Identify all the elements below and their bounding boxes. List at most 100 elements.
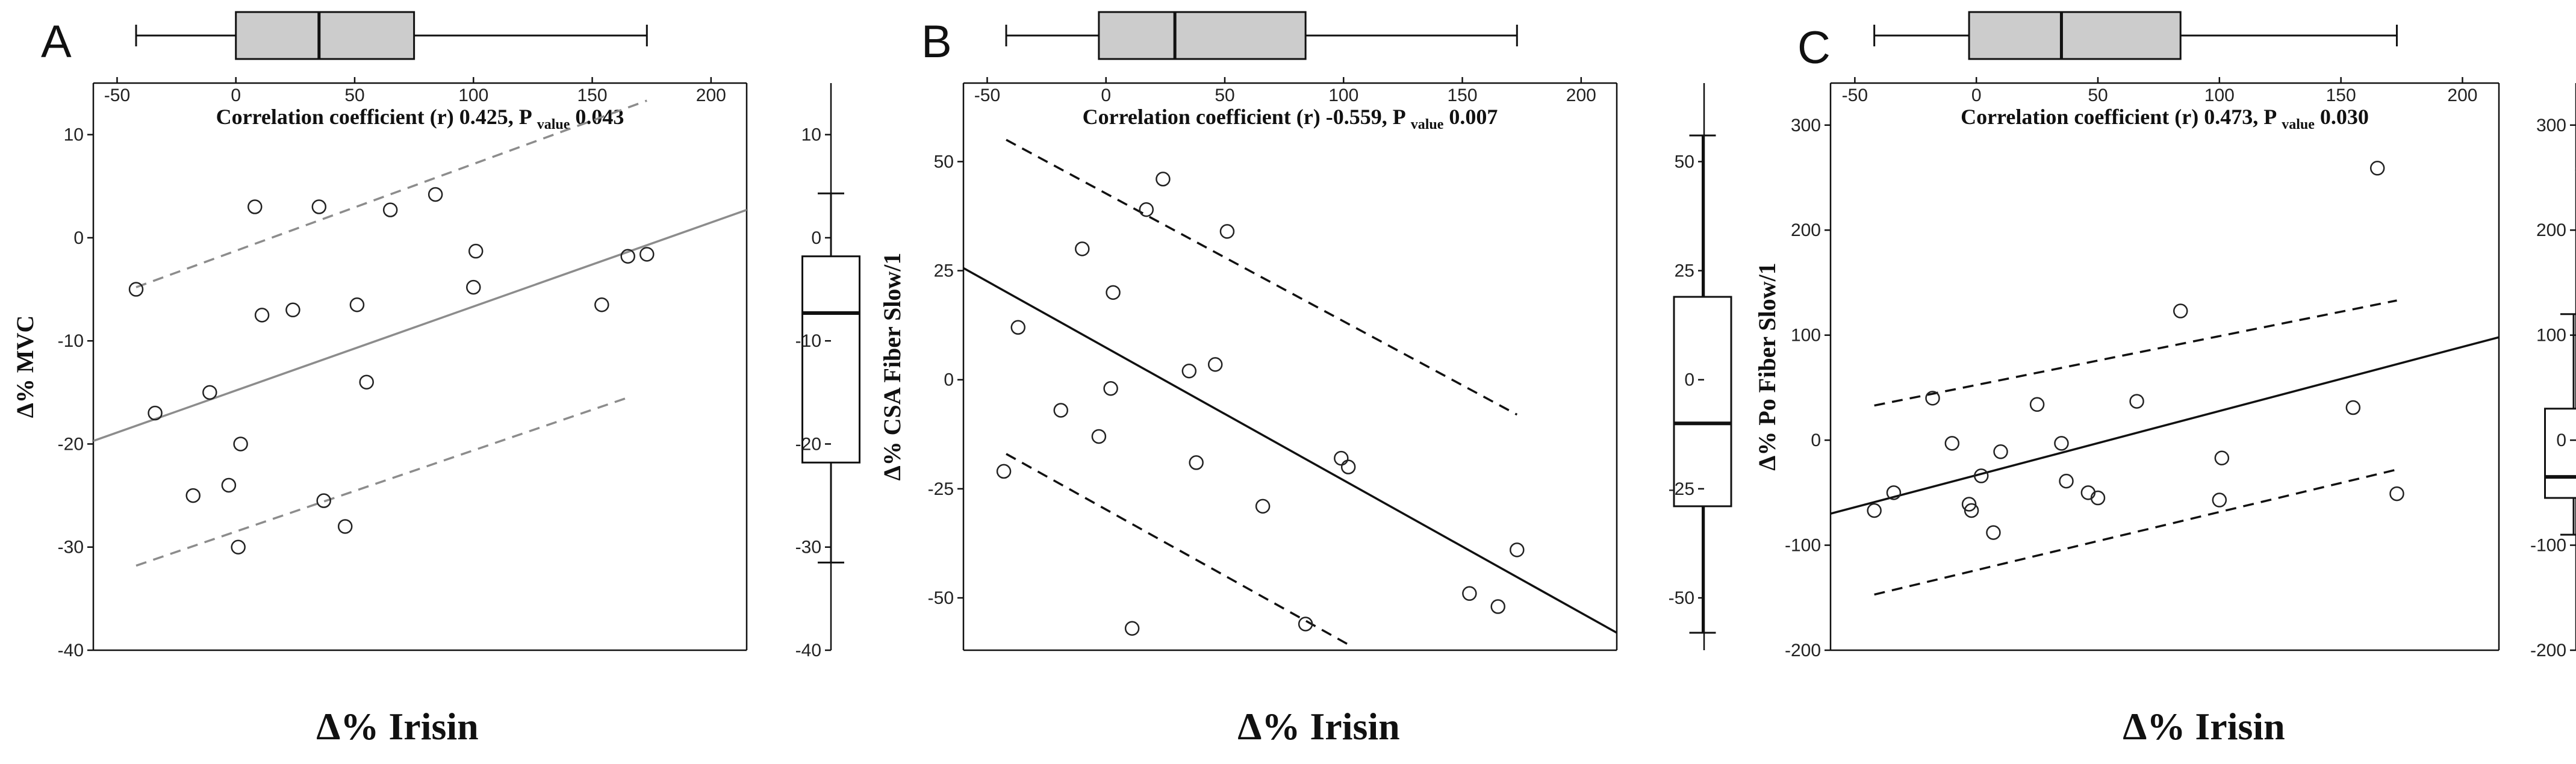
y-box-iqr — [1673, 296, 1732, 508]
data-point — [2369, 161, 2385, 176]
data-point — [316, 493, 331, 508]
x-tick-label: 100 — [2204, 85, 2235, 105]
y-boxplot — [801, 192, 860, 564]
data-point — [1925, 391, 1940, 406]
data-point — [2029, 397, 2045, 412]
correlation-suffix: 0.007 — [1443, 105, 1498, 129]
panel-label: B — [921, 16, 952, 67]
x-axis-label: Δ% Irisin — [2123, 705, 2285, 748]
ci-lower-line — [1874, 468, 2397, 596]
data-point — [247, 199, 263, 214]
x-tick-label: -50 — [104, 85, 130, 105]
y-tick-label: 50 — [934, 152, 954, 172]
correlation-sub: value — [1411, 117, 1444, 132]
data-point — [1219, 224, 1235, 239]
y-tick-label: 0 — [944, 370, 954, 390]
y-box-tick-label: -30 — [795, 538, 821, 557]
data-point — [2214, 450, 2230, 466]
x-boxplot — [135, 11, 648, 60]
x-axis-label: Δ% Irisin — [316, 705, 479, 748]
data-point — [1334, 450, 1349, 466]
x-tick-label: -50 — [974, 85, 1000, 105]
y-tick-label: -100 — [1785, 536, 1821, 556]
data-point — [349, 297, 365, 312]
data-point — [1181, 363, 1197, 379]
data-point — [2054, 436, 2069, 451]
data-point — [1207, 357, 1223, 372]
data-point — [2059, 473, 2074, 489]
y-axis-label: Δ% MVC — [11, 315, 39, 418]
y-tick-label: 0 — [1811, 430, 1821, 450]
data-point — [185, 488, 201, 503]
x-box-iqr — [1098, 11, 1307, 60]
correlation-annotation: Correlation coefficient (r) -0.559, P val… — [1083, 105, 1498, 132]
data-point — [1075, 241, 1090, 256]
data-point — [128, 282, 144, 297]
correlation-prefix: Correlation coefficient (r) -0.559, P — [1083, 105, 1406, 129]
y-box-tick-label: 0 — [811, 228, 821, 248]
correlation-annotation: Correlation coefficient (r) 0.473, P valu… — [1961, 105, 2369, 132]
y-box-tick-label: -10 — [795, 331, 821, 351]
x-tick-label: 50 — [344, 85, 364, 105]
y-tick-label: 200 — [1791, 220, 1821, 240]
data-point — [1091, 429, 1107, 444]
y-box-tick-label: 300 — [2536, 116, 2566, 135]
y-tick-label: -25 — [928, 479, 954, 499]
y-axis-label: Δ% CSA Fiber Slow/1 — [879, 253, 906, 481]
panel-label: C — [1797, 22, 1831, 73]
data-point — [2090, 490, 2106, 506]
x-tick-label: 200 — [2447, 85, 2477, 105]
data-point — [1156, 172, 1171, 187]
data-point — [468, 243, 484, 259]
x-tick-label: 150 — [1448, 85, 1478, 105]
x-tick-label: 0 — [231, 85, 241, 105]
data-point — [359, 374, 374, 390]
correlation-prefix: Correlation coefficient (r) 0.473, P — [1961, 105, 2277, 129]
regression-line — [963, 267, 1617, 634]
ci-upper-line — [1874, 299, 2397, 407]
data-point — [1986, 525, 2001, 540]
x-tick-label: 150 — [2326, 85, 2356, 105]
data-point — [2389, 486, 2404, 502]
data-point — [1139, 202, 1154, 217]
y-box-tick-label: 200 — [2536, 220, 2566, 240]
y-box-tick-label: -200 — [2530, 641, 2566, 660]
y-box-tick-label: -25 — [1669, 479, 1694, 499]
ci-upper-line — [135, 99, 647, 288]
data-point — [2345, 400, 2361, 415]
data-point — [285, 302, 300, 318]
data-point — [2212, 492, 2227, 508]
y-box-tick-label: 10 — [801, 125, 821, 145]
y-tick-label: 100 — [1791, 326, 1821, 346]
data-point — [428, 187, 443, 202]
data-point — [1103, 380, 1118, 396]
data-point — [1189, 455, 1204, 470]
data-point — [1340, 459, 1356, 474]
data-point — [1010, 320, 1025, 335]
y-box-tick-label: 50 — [1675, 152, 1694, 172]
x-tick-label: 100 — [1328, 85, 1358, 105]
data-point — [202, 385, 217, 400]
data-point — [996, 464, 1012, 479]
ci-lower-line — [135, 396, 629, 567]
data-point — [1298, 616, 1313, 632]
data-point — [337, 519, 353, 534]
data-point — [594, 297, 609, 312]
x-axis-label: Δ% Irisin — [1237, 705, 1400, 748]
y-tick-label: -40 — [58, 641, 84, 660]
data-point — [1462, 586, 1477, 601]
data-point — [1053, 403, 1069, 418]
y-box-tick-label: 100 — [2536, 326, 2566, 346]
x-tick-label: -50 — [1842, 85, 1868, 105]
y-box-iqr — [801, 255, 860, 464]
data-point — [639, 247, 655, 262]
x-tick-label: 200 — [1566, 85, 1596, 105]
x-tick-label: 200 — [696, 85, 726, 105]
data-point — [1886, 485, 1902, 500]
x-boxplot — [1005, 11, 1518, 60]
data-point — [1964, 503, 1979, 518]
panel-label: A — [41, 16, 72, 67]
data-point — [1944, 436, 1960, 451]
y-box-tick-label: 0 — [2556, 430, 2566, 450]
